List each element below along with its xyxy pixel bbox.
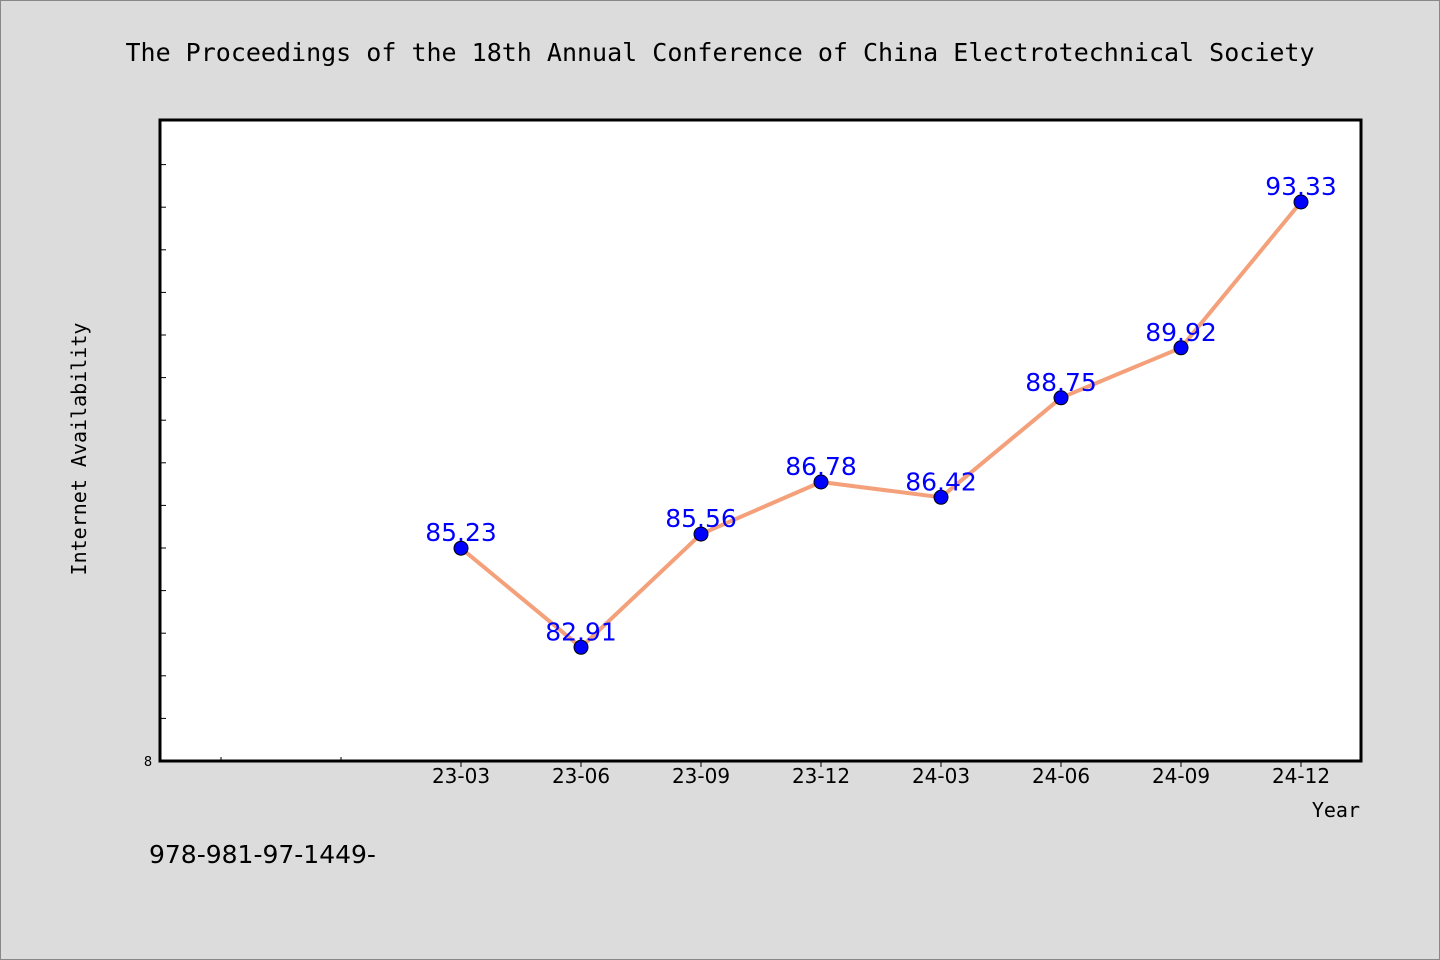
x-tick-label: 23-06 <box>552 764 610 788</box>
x-tick-label: 23-09 <box>672 764 730 788</box>
data-point-marker <box>1293 194 1309 210</box>
x-tick-label: 24-06 <box>1032 764 1090 788</box>
data-point-marker <box>453 540 469 556</box>
data-markers <box>453 194 1309 655</box>
footer-isbn-text: 978-981-97-1449- <box>149 840 376 869</box>
data-value-label: 82.91 <box>545 617 617 646</box>
y-axis-title: Internet Availability <box>67 323 91 576</box>
y-axis-ticks <box>160 164 166 719</box>
data-point-marker <box>813 474 829 490</box>
data-labels: 85.23 82.91 85.56 86.78 86.42 88.75 89.92 93.33 <box>425 172 1337 646</box>
x-tick-label: 24-09 <box>1152 764 1210 788</box>
data-point-marker <box>933 489 949 505</box>
x-axis-tick-labels: 23-03 23-06 23-09 23-12 24-03 24-06 24-09 24-12 <box>432 764 1330 788</box>
data-point-marker <box>1053 390 1069 406</box>
data-point-marker <box>693 526 709 542</box>
y-origin-label: 8 <box>144 755 152 770</box>
data-value-label: 86.78 <box>785 452 857 481</box>
data-value-label: 85.56 <box>665 504 737 533</box>
data-point-marker <box>1173 340 1189 356</box>
chart-title: The Proceedings of the 18th Annual Confe… <box>125 38 1314 67</box>
plot-area <box>158 118 1363 763</box>
data-value-label: 93.33 <box>1265 172 1337 201</box>
x-tick-label: 24-03 <box>912 764 970 788</box>
series-line <box>459 200 1303 650</box>
x-tick-label: 23-03 <box>432 764 490 788</box>
x-tick-label: 23-12 <box>792 764 850 788</box>
data-point-marker <box>573 639 589 655</box>
x-axis-ticks <box>220 757 1302 767</box>
x-axis-title: Year <box>1312 798 1360 822</box>
data-value-label: 88.75 <box>1025 368 1097 397</box>
data-value-label: 85.23 <box>425 518 497 547</box>
data-value-label: 89.92 <box>1145 318 1217 347</box>
data-value-label: 86.42 <box>905 467 977 496</box>
x-tick-label: 24-12 <box>1272 764 1330 788</box>
